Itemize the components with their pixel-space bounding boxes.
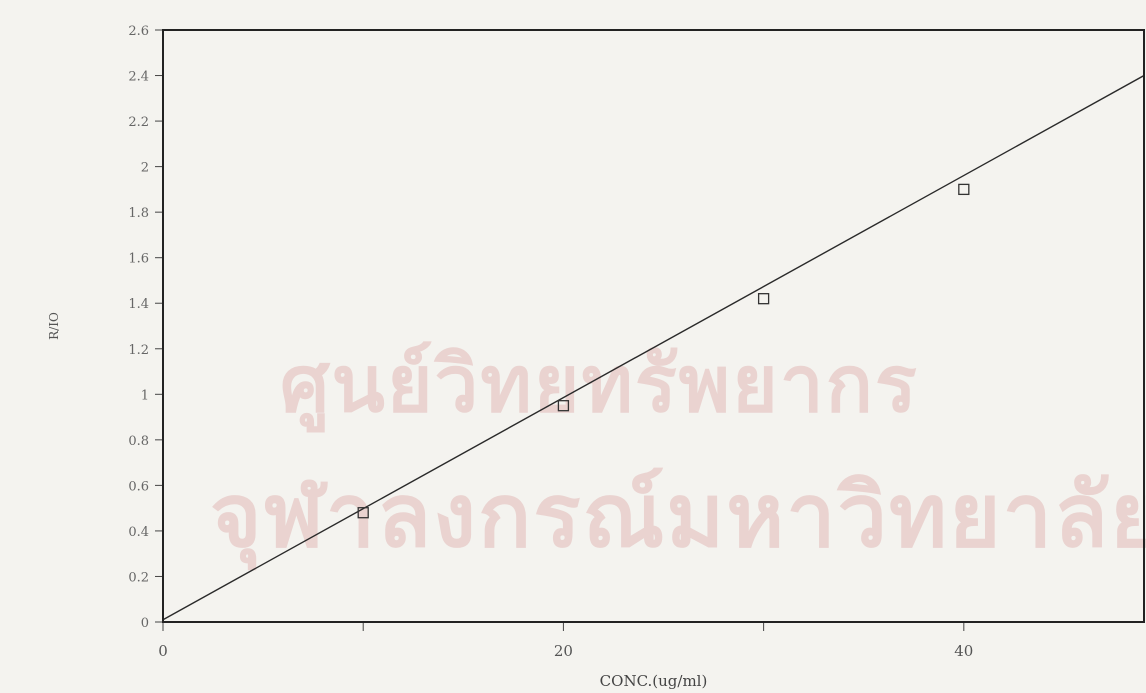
x-tick-label: 20 [554,642,573,660]
y-axis-label: R/IO [47,312,61,340]
data-point [557,400,570,412]
y-tick-label: 2.4 [128,70,149,85]
y-tick-label: 0.4 [128,525,149,540]
y-tick-label: 0 [141,616,149,631]
x-tick-label: 0 [158,642,168,660]
fit-line [162,74,1145,621]
y-tick-label: 2 [141,161,149,176]
x-tick-label: 40 [954,642,973,660]
y-tick-label: 1.8 [128,206,149,221]
axis-tick-labels: 0 0.2 0.4 0.6 0.8 1 1.2 1.4 1.6 1.8 2 2.2 2.4 2.6 0 20 4… [128,24,973,660]
y-tick-label: 2.2 [128,115,149,130]
data-points [357,183,970,519]
y-tick-label: 1 [141,388,149,403]
data-point [357,507,369,519]
y-tick-label: 2.6 [128,24,149,39]
data-point [757,293,770,305]
axis-ticks [155,29,965,631]
y-tick-label: 0.6 [128,479,149,494]
y-tick-label: 0.2 [128,570,149,585]
y-tick-label: 1.2 [128,343,149,358]
y-tick-label: 0.8 [128,434,149,449]
y-tick-label: 1.6 [128,252,149,267]
y-tick-label: 1.4 [128,297,149,312]
plot-frame [162,29,1145,623]
x-axis-label: CONC.(ug/ml) [600,672,708,690]
data-point [958,183,970,196]
